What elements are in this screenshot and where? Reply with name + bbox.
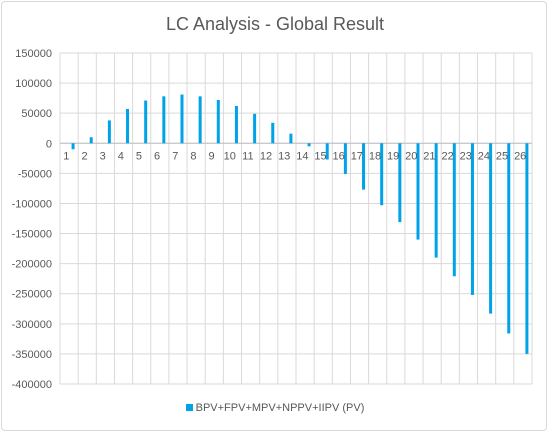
x-tick-label: 13 (278, 150, 290, 162)
bar (380, 143, 384, 206)
chart-title: LC Analysis - Global Result (165, 14, 385, 34)
bar (489, 143, 493, 314)
x-tick-label: 8 (190, 150, 196, 162)
y-tick-label: -300000 (12, 319, 52, 331)
x-tick-label: 7 (172, 150, 178, 162)
x-tick-label: 9 (209, 150, 215, 162)
chart-legend: BPV+FPV+MPV+NPPV+IIPV (PV) (0, 402, 550, 414)
bar (234, 105, 238, 144)
x-tick-label: 14 (296, 150, 308, 162)
x-tick-label: 3 (100, 150, 106, 162)
x-tick-label: 22 (441, 150, 453, 162)
bar (452, 143, 456, 277)
bar (416, 143, 420, 240)
x-tick-label: 23 (460, 150, 472, 162)
bar (89, 137, 93, 144)
bar (253, 113, 257, 144)
bar (507, 143, 511, 334)
y-tick-label: -250000 (12, 289, 52, 301)
y-tick-label: -400000 (12, 379, 52, 391)
bar (525, 143, 529, 354)
y-tick-label: -50000 (18, 168, 52, 180)
bar (362, 143, 366, 190)
y-tick-label: -100000 (12, 198, 52, 210)
x-tick-label: 26 (514, 150, 526, 162)
bar (216, 99, 220, 144)
y-tick-label: 100000 (15, 78, 52, 90)
legend-label: BPV+FPV+MPV+NPPV+IIPV (PV) (195, 402, 365, 414)
bar (434, 143, 438, 258)
bar (470, 143, 474, 295)
x-tick-label: 25 (496, 150, 508, 162)
bar (162, 96, 166, 144)
x-tick-label: 18 (369, 150, 381, 162)
y-tick-label: -200000 (12, 259, 52, 271)
bar (343, 143, 347, 174)
y-tick-label: -150000 (12, 229, 52, 241)
x-tick-label: 1 (63, 150, 69, 162)
bar (307, 143, 311, 147)
legend-swatch (185, 404, 193, 411)
x-tick-label: 21 (423, 150, 435, 162)
bar (180, 94, 184, 144)
y-tick-label: -350000 (12, 349, 52, 361)
x-tick-label: 6 (154, 150, 160, 162)
x-tick-label: 15 (314, 150, 326, 162)
bar (271, 122, 275, 144)
y-tick-label: 0 (46, 138, 52, 150)
bar (398, 143, 402, 223)
y-tick-label: 50000 (21, 108, 52, 120)
bar (144, 100, 148, 144)
bar (289, 133, 293, 144)
x-tick-label: 12 (260, 150, 272, 162)
x-tick-label: 20 (405, 150, 417, 162)
bar (325, 143, 329, 160)
x-tick-label: 10 (224, 150, 236, 162)
x-tick-label: 11 (242, 150, 253, 162)
bar (107, 120, 111, 144)
x-tick-label: 17 (351, 150, 363, 162)
y-tick-label: 150000 (15, 48, 52, 60)
x-tick-label: 19 (387, 150, 399, 162)
x-tick-label: 24 (478, 150, 490, 162)
x-tick-label: 4 (118, 150, 124, 162)
x-tick-label: 5 (136, 150, 142, 162)
bar (198, 96, 202, 144)
bar (71, 143, 75, 150)
bar (126, 108, 130, 144)
x-tick-label: 2 (81, 150, 87, 162)
x-tick-label: 16 (333, 150, 345, 162)
